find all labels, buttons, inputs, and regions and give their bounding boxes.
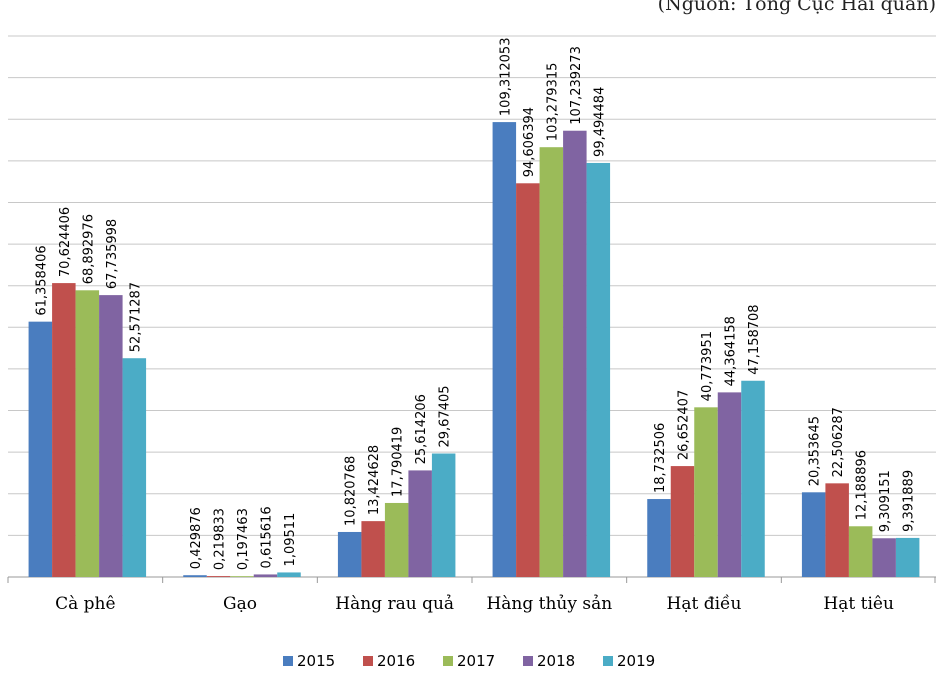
data-label: 70,624406: [58, 207, 73, 277]
data-label: 0,429876: [189, 507, 204, 569]
data-label: 10,820768: [344, 456, 359, 526]
bar-2017: [848, 526, 873, 577]
data-label: 18,732506: [653, 423, 668, 493]
data-label: 103,279315: [545, 63, 560, 142]
data-label: 22,506287: [831, 407, 846, 477]
bar-2017: [694, 407, 718, 577]
bar-2019: [586, 162, 611, 577]
data-label: 20,353645: [808, 416, 823, 486]
bar-2018: [717, 392, 742, 577]
bar-2018: [408, 470, 432, 577]
bar-2015: [183, 575, 207, 577]
legend-swatch-2016: [363, 656, 373, 666]
bar-2018: [872, 538, 896, 577]
category-label: Hạt tiêu: [823, 594, 894, 614]
legend-label-2017: 2017: [457, 652, 495, 670]
data-label: 12,188896: [855, 450, 870, 520]
data-label: 0,615616: [260, 506, 275, 568]
data-label: 9,309151: [878, 470, 893, 532]
bar-2015: [337, 531, 362, 577]
category-label: Cà phê: [55, 594, 115, 614]
category-label: Hàng thủy sản: [486, 594, 612, 614]
data-label: 9,391889: [902, 470, 917, 532]
bar-2017: [539, 147, 564, 577]
legend-swatch-2018: [523, 656, 533, 666]
bar-2018: [99, 295, 123, 577]
bar-2016: [52, 283, 76, 577]
bar-2018: [253, 574, 278, 577]
data-label: 94,606394: [522, 107, 537, 177]
bar-2019: [277, 572, 301, 577]
data-label: 68,892976: [81, 214, 96, 284]
bar-2015: [647, 499, 671, 577]
data-label: 44,364158: [724, 316, 739, 386]
data-label: 0,219833: [213, 508, 228, 570]
legend-swatch-2015: [283, 656, 293, 666]
data-label: 29,67405: [438, 385, 453, 447]
data-label: 17,790419: [391, 427, 406, 497]
bar-2016: [206, 576, 231, 577]
bar-2019: [431, 453, 456, 577]
data-label: 99,494484: [592, 87, 607, 157]
data-label: 107,239273: [569, 46, 584, 125]
bar-2016: [670, 466, 695, 577]
data-label: 0,197463: [236, 508, 251, 570]
category-label: Hạt điều: [667, 594, 742, 614]
bar-2016: [825, 483, 849, 577]
category-label: Hàng rau quả: [335, 594, 454, 614]
source-note: (Nguồn: Tổng Cục Hải quan): [657, 0, 936, 15]
legend-label-2018: 2018: [537, 652, 575, 670]
data-label: 26,652407: [677, 390, 692, 460]
legend-label-2016: 2016: [377, 652, 415, 670]
data-label: 1,09511: [283, 513, 298, 567]
legend-swatch-2017: [443, 656, 453, 666]
bar-2019: [741, 380, 765, 577]
bar-2015: [492, 122, 517, 577]
data-label: 13,424628: [367, 445, 382, 515]
data-label: 109,312053: [498, 38, 513, 117]
data-label: 67,735998: [105, 219, 120, 289]
bar-2018: [563, 130, 587, 577]
bar-2015: [801, 492, 826, 577]
bar-2019: [122, 358, 147, 577]
data-label: 25,614206: [414, 394, 429, 464]
bar-2016: [516, 183, 540, 577]
bar-2019: [895, 537, 920, 577]
legend-label-2019: 2019: [617, 652, 655, 670]
data-label: 47,158708: [747, 304, 762, 374]
legend-label-2015: 2015: [297, 652, 335, 670]
bar-2015: [28, 321, 53, 577]
bar-2017: [230, 576, 254, 577]
data-label: 52,571287: [128, 282, 143, 352]
legend-swatch-2019: [603, 656, 613, 666]
data-label: 61,358406: [34, 245, 49, 315]
bar-2017: [384, 502, 409, 577]
bar-2016: [361, 521, 385, 577]
data-label: 40,773951: [700, 331, 715, 401]
category-label: Gạo: [223, 594, 257, 614]
bar-2017: [75, 290, 100, 577]
